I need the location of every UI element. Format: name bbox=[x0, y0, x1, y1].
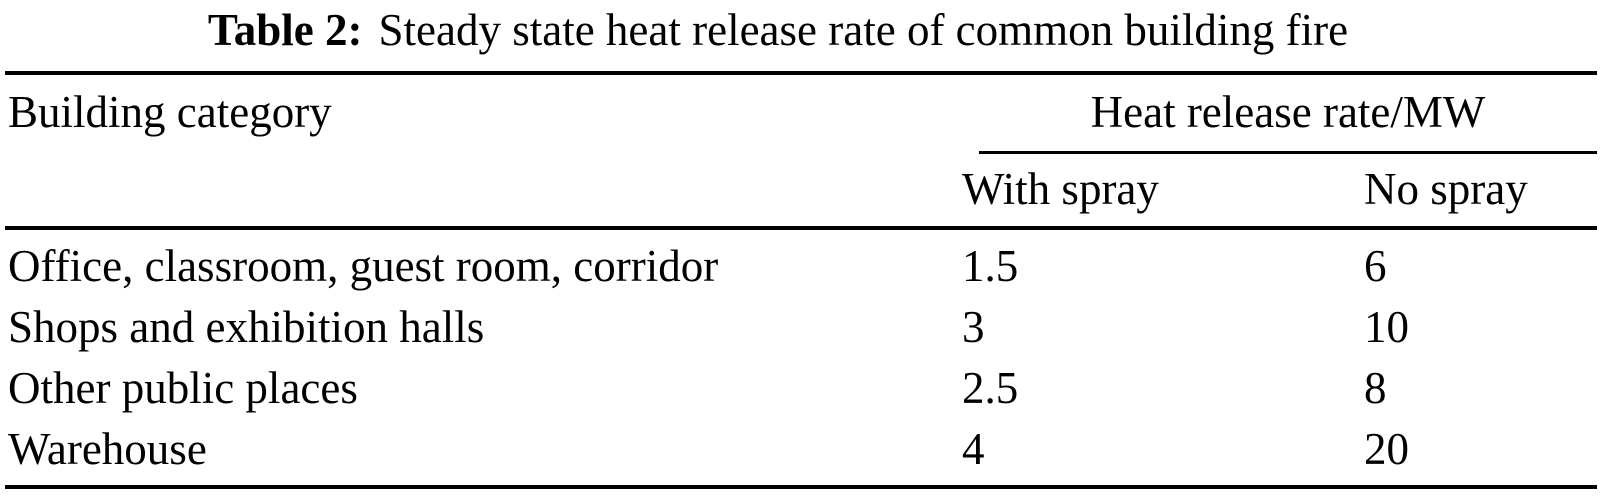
table-header: Building category Heat release rate/MW W… bbox=[5, 73, 1598, 230]
cell-no-spray: 6 bbox=[1364, 241, 1387, 291]
caption-text: Steady state heat release rate of common… bbox=[378, 5, 1349, 55]
column-group-header: Heat release rate/MW bbox=[1090, 87, 1486, 137]
table-body: Office, classroom, guest room, corridor … bbox=[5, 228, 1597, 487]
table-row: Warehouse 4 20 bbox=[5, 419, 1597, 487]
column-group-header-cell: Heat release rate/MW bbox=[960, 73, 1598, 154]
table-row: Shops and exhibition halls 3 10 bbox=[5, 297, 1597, 358]
group-header-rule: Heat release rate/MW bbox=[979, 75, 1598, 154]
column-header-building-category: Building category bbox=[5, 73, 960, 230]
cell-no-spray: 8 bbox=[1364, 363, 1387, 413]
cell-category: Other public places bbox=[8, 363, 358, 413]
column-header-with-spray: With spray bbox=[960, 154, 1362, 230]
cell-with-spray: 2.5 bbox=[962, 363, 1019, 413]
cell-no-spray: 10 bbox=[1364, 302, 1409, 352]
caption-label: Table 2: bbox=[207, 5, 363, 55]
column-header-no-spray: No spray bbox=[1362, 154, 1598, 230]
cell-category: Office, classroom, guest room, corridor bbox=[8, 241, 719, 291]
cell-category: Shops and exhibition halls bbox=[8, 302, 485, 352]
table-row: Office, classroom, guest room, corridor … bbox=[5, 228, 1597, 297]
header-row-group: Building category Heat release rate/MW bbox=[5, 73, 1598, 230]
table-caption: Table 2: Steady state heat release rate o… bbox=[0, 5, 1604, 55]
cell-with-spray: 1.5 bbox=[962, 241, 1019, 291]
cell-no-spray: 20 bbox=[1364, 424, 1409, 474]
page: Table 2: Steady state heat release rate o… bbox=[0, 5, 1604, 489]
cell-with-spray: 4 bbox=[962, 424, 985, 474]
cell-category: Warehouse bbox=[8, 424, 207, 474]
table-row: Other public places 2.5 8 bbox=[5, 358, 1597, 419]
data-table: Building category Heat release rate/MW W… bbox=[5, 71, 1598, 489]
cell-with-spray: 3 bbox=[962, 302, 985, 352]
header-row-sub: With spray No spray bbox=[5, 154, 1598, 230]
